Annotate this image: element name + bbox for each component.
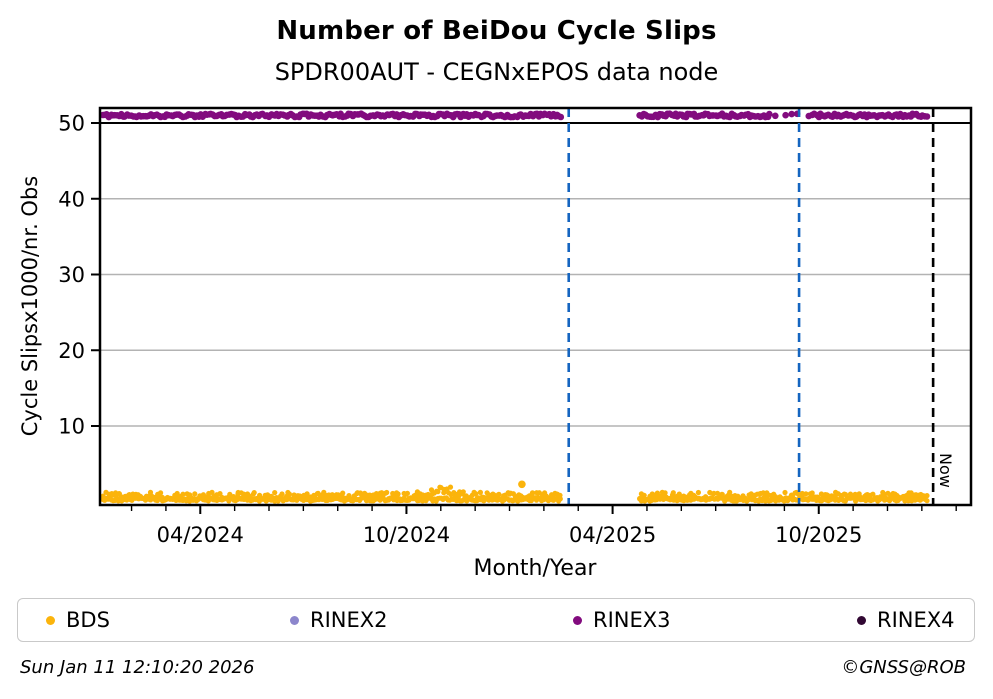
y-tick-label: 10 bbox=[58, 415, 85, 439]
bds-dot bbox=[695, 489, 702, 496]
bds-dot bbox=[395, 491, 401, 497]
y-axis-label: Cycle Slipsx1000/nr. Obs bbox=[18, 175, 42, 437]
bds-dot bbox=[304, 491, 310, 497]
legend-item-bds: BDS bbox=[46, 599, 110, 641]
legend: BDS RINEX2 RINEX3 RINEX4 bbox=[17, 598, 975, 642]
bds-dot bbox=[384, 489, 390, 496]
legend-swatch-rinex2 bbox=[290, 615, 299, 625]
rinex3-dot bbox=[557, 113, 565, 121]
bds-dot bbox=[641, 492, 647, 498]
y-tick-label: 50 bbox=[58, 112, 85, 136]
bds-dot bbox=[782, 489, 788, 496]
bds-dot bbox=[460, 489, 466, 495]
bds-dot bbox=[496, 491, 502, 497]
bds-dot bbox=[174, 490, 180, 497]
rinex3-dot bbox=[766, 110, 773, 118]
legend-item-rinex2: RINEX2 bbox=[290, 599, 388, 641]
chart-title: Number of BeiDou Cycle Slips bbox=[276, 16, 717, 46]
bds-dot bbox=[227, 491, 233, 497]
plot-border bbox=[98, 106, 973, 507]
legend-swatch-rinex4 bbox=[857, 615, 866, 625]
bds-dot bbox=[924, 493, 930, 499]
bds-dot bbox=[924, 498, 930, 504]
bds-dot bbox=[447, 484, 454, 490]
bds-dot bbox=[404, 490, 410, 496]
legend-label: RINEX3 bbox=[593, 608, 671, 632]
legend-label: RINEX4 bbox=[877, 608, 955, 632]
bds-dot bbox=[158, 490, 164, 496]
y-tick-label: 30 bbox=[58, 263, 85, 287]
bds-dot bbox=[870, 491, 876, 497]
bds-dot bbox=[279, 491, 285, 497]
x-tick-label: 10/2025 bbox=[775, 523, 862, 547]
x-tick-label: 10/2024 bbox=[363, 523, 450, 547]
bds-dot bbox=[727, 489, 733, 495]
plot-area: 10 20 30 40 50 04/2024 10/2024 04/2025 10/2025 No… bbox=[58, 106, 973, 547]
bds-dot bbox=[251, 490, 257, 496]
bds-dot bbox=[473, 491, 479, 497]
legend-item-rinex4: RINEX4 bbox=[857, 599, 955, 641]
bds-dot bbox=[180, 491, 186, 497]
rinex3-dot bbox=[788, 110, 795, 118]
y-tick-label: 20 bbox=[58, 339, 85, 363]
now-label: Now bbox=[936, 453, 955, 488]
bds-dot bbox=[803, 491, 809, 497]
bds-dot bbox=[529, 490, 536, 496]
bds-dot bbox=[435, 489, 441, 495]
legend-label: RINEX2 bbox=[310, 608, 388, 632]
x-tick-label: 04/2024 bbox=[157, 523, 244, 547]
x-axis-label: Month/Year bbox=[473, 556, 597, 581]
bds-dot bbox=[662, 490, 668, 496]
bds-dot bbox=[670, 490, 676, 496]
rinex3-dot bbox=[782, 111, 789, 119]
timestamp-text: Sun Jan 11 12:10:20 2026 bbox=[20, 657, 255, 678]
rinex3-dot bbox=[772, 112, 779, 120]
bds-outlier-dot bbox=[518, 480, 526, 489]
series-rinex3 bbox=[99, 110, 931, 121]
series-bds bbox=[100, 480, 930, 504]
bds-dot bbox=[557, 492, 563, 498]
bds-dot bbox=[818, 491, 825, 497]
credit-text: ©GNSS@ROB bbox=[841, 657, 966, 678]
bds-dot bbox=[340, 490, 346, 496]
rinex3-dot bbox=[923, 113, 931, 120]
legend-label: BDS bbox=[66, 608, 110, 632]
x-tick-label: 04/2025 bbox=[569, 523, 656, 547]
y-tick-label: 40 bbox=[58, 187, 85, 211]
legend-swatch-bds bbox=[46, 615, 55, 625]
bds-dot bbox=[719, 491, 725, 498]
chart-subtitle: SPDR00AUT - CEGNxEPOS data node bbox=[274, 58, 719, 86]
bds-dot bbox=[321, 489, 327, 495]
legend-swatch-rinex3 bbox=[573, 615, 582, 625]
legend-item-rinex3: RINEX3 bbox=[573, 599, 671, 641]
bds-dot bbox=[286, 491, 292, 497]
bds-dot bbox=[272, 490, 278, 496]
bds-dot bbox=[477, 489, 483, 495]
bds-dot bbox=[192, 491, 198, 497]
